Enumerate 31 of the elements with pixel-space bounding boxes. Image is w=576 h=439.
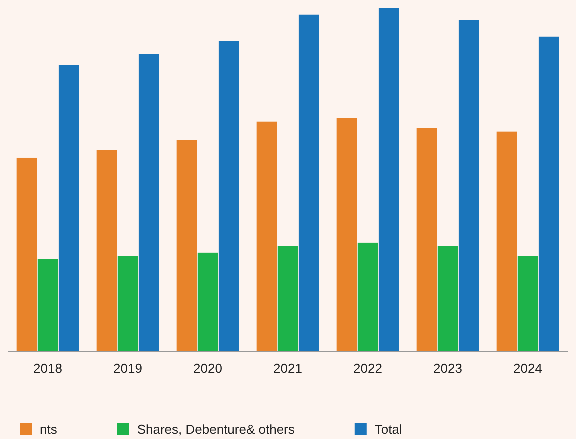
bar	[198, 252, 218, 352]
legend-label: Total	[374, 422, 402, 437]
bar	[176, 140, 198, 352]
bar	[416, 128, 438, 352]
bar	[58, 65, 80, 352]
bar	[118, 256, 138, 352]
bar	[518, 256, 538, 352]
x-tick-label: 2020	[194, 361, 222, 376]
x-tick-label: 2018	[34, 361, 62, 376]
x-tick-label: 2023	[434, 361, 462, 376]
x-tick-label: 2021	[274, 361, 302, 376]
legend-label: Shares, Debenture& others	[137, 422, 296, 437]
bar	[218, 41, 240, 352]
bar	[358, 242, 378, 352]
bar	[438, 246, 458, 352]
bar	[378, 8, 400, 352]
bar	[96, 150, 118, 352]
bar	[336, 118, 358, 352]
bar	[538, 36, 560, 352]
bar	[458, 20, 480, 352]
x-tick-label: 2019	[114, 361, 142, 376]
bar	[496, 132, 518, 352]
x-tick-label: 2024	[514, 361, 542, 376]
bar	[256, 122, 278, 352]
legend-label: nts	[40, 422, 58, 437]
bar	[298, 14, 320, 352]
bar	[138, 54, 160, 352]
x-tick-label: 2022	[354, 361, 382, 376]
bar	[38, 259, 58, 352]
bar	[16, 158, 38, 352]
bar	[278, 246, 298, 352]
